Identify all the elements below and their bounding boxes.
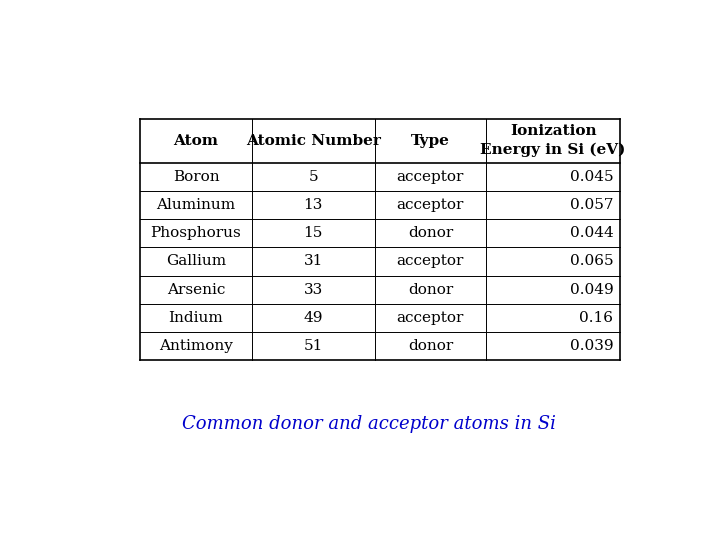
Text: Atomic Number: Atomic Number (246, 134, 381, 147)
Text: Gallium: Gallium (166, 254, 226, 268)
Text: acceptor: acceptor (397, 170, 464, 184)
Text: Boron: Boron (173, 170, 220, 184)
Text: Aluminum: Aluminum (156, 198, 235, 212)
Text: acceptor: acceptor (397, 311, 464, 325)
Text: 15: 15 (304, 226, 323, 240)
Text: Indium: Indium (168, 311, 223, 325)
Text: donor: donor (408, 283, 453, 297)
Text: 31: 31 (304, 254, 323, 268)
Text: donor: donor (408, 339, 453, 353)
Text: 49: 49 (303, 311, 323, 325)
Text: 0.16: 0.16 (580, 311, 613, 325)
Text: 33: 33 (304, 283, 323, 297)
Text: 0.044: 0.044 (570, 226, 613, 240)
Text: Phosphorus: Phosphorus (150, 226, 241, 240)
Text: 0.039: 0.039 (570, 339, 613, 353)
Text: Arsenic: Arsenic (167, 283, 225, 297)
Text: 0.049: 0.049 (570, 283, 613, 297)
Text: Antimony: Antimony (159, 339, 233, 353)
Text: acceptor: acceptor (397, 254, 464, 268)
Text: 0.045: 0.045 (570, 170, 613, 184)
Text: 0.057: 0.057 (570, 198, 613, 212)
Text: Type: Type (411, 134, 450, 147)
Text: Atom: Atom (174, 134, 219, 147)
Text: 51: 51 (304, 339, 323, 353)
Text: 5: 5 (308, 170, 318, 184)
Text: donor: donor (408, 226, 453, 240)
Text: acceptor: acceptor (397, 198, 464, 212)
Text: Ionization
Energy in Si (eV): Ionization Energy in Si (eV) (480, 124, 626, 157)
Text: Common donor and acceptor atoms in Si: Common donor and acceptor atoms in Si (182, 415, 556, 434)
Text: 13: 13 (304, 198, 323, 212)
Text: 0.065: 0.065 (570, 254, 613, 268)
